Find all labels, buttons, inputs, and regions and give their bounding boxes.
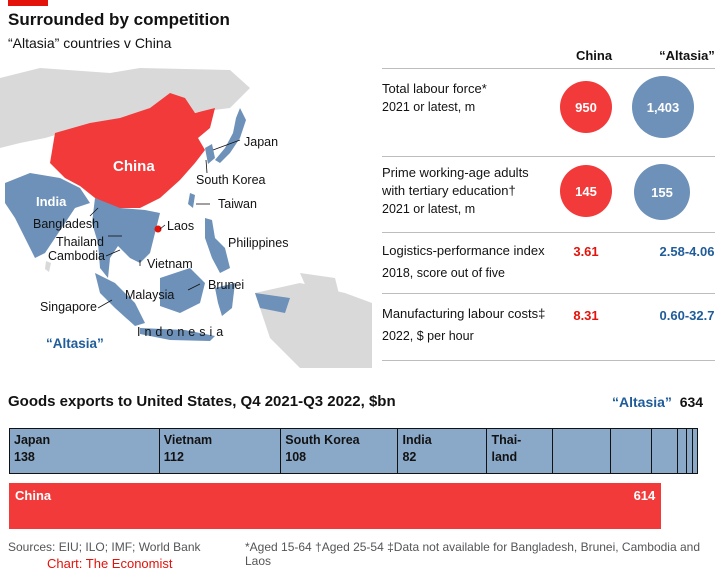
map-label-altasia: “Altasia”: [46, 336, 104, 351]
row-title: Prime working-age adults: [382, 165, 529, 180]
table-rule: [382, 156, 715, 157]
value-china-logistics: 3.61: [573, 244, 599, 259]
circle-china-tertiary: 145: [560, 165, 612, 217]
map-label-brunei: Brunei: [208, 278, 244, 292]
value-altasia-logistics: 2.58-4.06: [659, 244, 715, 259]
map-sumatra: [95, 273, 145, 326]
altasia-total: “Altasia” 634: [612, 394, 703, 410]
map-label-malaysia: Malaysia: [125, 288, 174, 302]
row-title: with tertiary education†: [382, 183, 516, 198]
altasia-segment-label: Vietnam 112: [163, 433, 213, 464]
map-label-thailand: Thailand: [56, 235, 104, 249]
row-sub: 2021 or latest, m: [382, 202, 476, 216]
altasia-segment: Japan 138: [9, 428, 160, 474]
brand-red-bar: [8, 0, 48, 6]
table-rule: [382, 68, 715, 69]
table-rule: [382, 293, 715, 294]
altasia-segment: India 82: [397, 428, 488, 474]
map-label-china: China: [113, 158, 155, 175]
row-sub: 2021 or latest, m: [382, 100, 476, 114]
map-taiwan: [188, 193, 195, 208]
map-label-philippines: Philippines: [228, 236, 288, 250]
map-japan: [215, 108, 246, 163]
row-label-logistics: Logistics-performance index 2018, score …: [382, 242, 562, 282]
map-philippines: [205, 218, 230, 273]
row-sub: 2018, score out of five: [382, 266, 505, 280]
chart-credit: Chart: The Economist: [47, 556, 173, 571]
map-label-bangladesh: Bangladesh: [33, 217, 99, 231]
altasia-segment: South Korea 108: [280, 428, 399, 474]
row-label-tertiary: Prime working-age adults with tertiary e…: [382, 164, 562, 218]
map-land-background: [0, 68, 250, 148]
value-altasia-manufacturing: 0.60-32.7: [659, 308, 715, 323]
circle-altasia-labour: 1,403: [632, 76, 694, 138]
table-rule: [382, 232, 715, 233]
map-china: [50, 93, 215, 208]
altasia-segment: [610, 428, 653, 474]
value-china-manufacturing: 8.31: [573, 308, 599, 323]
altasia-total-value: 634: [679, 394, 704, 410]
col-header-altasia: “Altasia”: [659, 48, 715, 63]
map-label-indonesia: Indonesia: [137, 325, 227, 339]
altasia-segment-label: India 82: [402, 433, 432, 464]
row-title: Manufacturing labour costs‡: [382, 306, 546, 321]
map-png-fragment: [300, 273, 340, 298]
map-label-singapore: Singapore: [40, 300, 97, 314]
map-sri-lanka: [45, 261, 51, 272]
circle-altasia-tertiary: 155: [634, 164, 690, 220]
row-sub: 2022, $ per hour: [382, 329, 474, 343]
map-se-asia-mainland: [92, 198, 160, 278]
table-rule: [382, 360, 715, 361]
row-title: Logistics-performance index: [382, 243, 545, 258]
circle-china-labour: 950: [560, 81, 612, 133]
asia-map: China Japan South Korea Taiwan India Ban…: [0, 68, 372, 368]
map-south-korea: [205, 144, 215, 164]
map-label-japan: Japan: [244, 135, 278, 149]
altasia-segment: [651, 428, 679, 474]
china-bar-label: China: [15, 488, 52, 503]
altasia-segment: Vietnam 112: [158, 428, 282, 474]
map-papua-west: [255, 293, 290, 313]
china-bar-value: 614: [633, 488, 656, 503]
map-label-laos: Laos: [167, 219, 194, 233]
altasia-segment: Thai-land: [486, 428, 553, 474]
map-label-taiwan: Taiwan: [218, 197, 257, 211]
altasia-segment: [691, 428, 698, 474]
altasia-segment-label: Japan 138: [14, 433, 51, 464]
map-java: [140, 328, 215, 341]
row-title: Total labour force*: [382, 81, 487, 96]
exports-chart-title: Goods exports to United States, Q4 2021-…: [8, 393, 396, 410]
map-india: [5, 173, 90, 258]
map-label-vietnam: Vietnam: [147, 257, 193, 271]
map-label-india: India: [36, 194, 67, 209]
row-label-labour-force: Total labour force* 2021 or latest, m: [382, 80, 562, 116]
chart-title: Surrounded by competition: [8, 10, 230, 29]
altasia-segment: [551, 428, 612, 474]
china-bar: China 614: [9, 483, 662, 529]
row-label-manufacturing: Manufacturing labour costs‡ 2022, $ per …: [382, 305, 562, 345]
map-borneo: [160, 268, 205, 313]
map-label-cambodia: Cambodia: [48, 249, 105, 263]
altasia-segment-label: Thai-land: [491, 433, 522, 464]
col-header-china: China: [575, 48, 613, 63]
map-label-south-korea: South Korea: [196, 173, 266, 187]
altasia-total-label: “Altasia”: [612, 394, 672, 410]
laos-marker: [154, 225, 162, 233]
chart-subtitle: “Altasia” countries v China: [8, 35, 172, 51]
footnotes: *Aged 15-64 †Aged 25-54 ‡Data not availa…: [245, 540, 700, 568]
sources-note: Sources: EIU; ILO; IMF; World Bank: [8, 540, 201, 554]
map-sulawesi: [215, 283, 235, 316]
comparison-table: China “Altasia” Total labour force* 2021…: [372, 0, 721, 380]
altasia-segment-label: South Korea 108: [285, 433, 360, 464]
